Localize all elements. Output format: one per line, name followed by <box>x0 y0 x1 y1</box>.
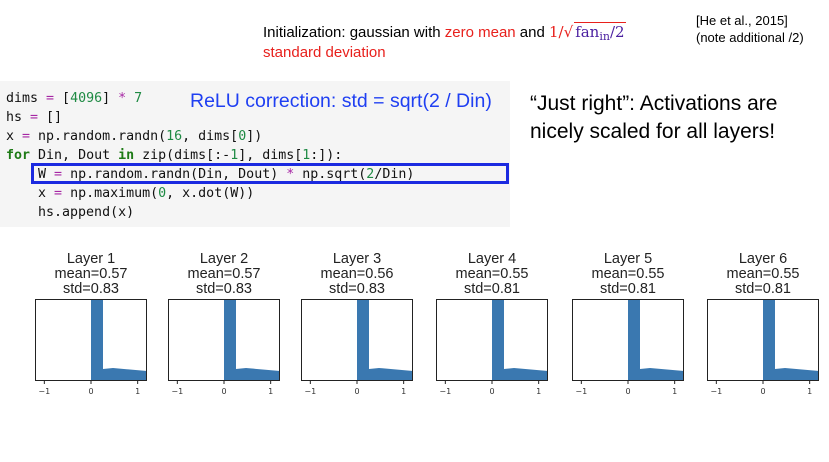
histogram-tail <box>775 368 819 381</box>
histogram-plot: −1 0 1 <box>301 299 413 396</box>
std-formula: 1/√ fanin/2 <box>549 22 626 43</box>
init-description: Initialization: gaussian with zero mean … <box>263 22 626 46</box>
layer-1-std: std=0.83 <box>62 281 120 297</box>
histogram-frame <box>436 299 548 381</box>
code-text: dims = [4096] * 7 hs = [] x = np.random.… <box>6 89 414 222</box>
x-tick-label: 0 <box>625 387 630 396</box>
histogram-spike-bar <box>628 299 640 381</box>
citation: [He et al., 2015] (note additional /2) <box>696 12 804 46</box>
histogram-spike-bar <box>492 299 504 381</box>
init-text-prefix: Initialization: gaussian with <box>263 24 445 41</box>
code-block: dims = [4096] * 7 hs = [] x = np.random.… <box>0 81 510 227</box>
histogram-layer-3: Layer 3 mean=0.56 std=0.83 −1 0 1 <box>301 251 413 396</box>
x-tick-label: 1 <box>807 387 812 396</box>
histogram-frame <box>572 299 684 381</box>
histogram-frame <box>168 299 280 381</box>
histogram-tail <box>640 368 684 381</box>
zero-mean-text: zero mean <box>444 24 516 41</box>
x-tick-label: 0 <box>88 387 93 396</box>
histogram-spike-bar <box>224 299 236 381</box>
highlight-box <box>31 163 509 184</box>
layer-2-std: std=0.83 <box>195 281 253 297</box>
x-tick-label: 0 <box>354 387 359 396</box>
layer-4-mean: mean=0.55 <box>455 266 529 282</box>
histogram-spike-bar <box>357 299 369 381</box>
x-tick-label: −1 <box>38 387 50 396</box>
code-line-3: x = np.random.randn(16, dims[0]) <box>6 129 263 144</box>
citation-note: (note additional /2) <box>696 30 804 45</box>
histogram-tail <box>369 368 413 381</box>
layer-3-std: std=0.83 <box>328 281 386 297</box>
formula-sub: in <box>599 30 610 43</box>
histogram-layer-4: Layer 4 mean=0.55 std=0.81 −1 0 1 <box>436 251 548 396</box>
histogram-frame <box>707 299 819 381</box>
formula-one: 1/ <box>549 23 564 41</box>
layer-3-title: Layer 3 <box>332 251 382 267</box>
histogram-layer-5: Layer 5 mean=0.55 std=0.81 −1 0 1 <box>572 251 684 396</box>
layer-5-std: std=0.81 <box>599 281 657 297</box>
histogram-tail <box>103 368 147 381</box>
formula-sqrt-symbol: √ <box>563 23 574 41</box>
layer-3-mean: mean=0.56 <box>320 266 394 282</box>
code-line-2: hs = [] <box>6 110 63 125</box>
x-tick-label: 0 <box>760 387 765 396</box>
layer-4-title: Layer 4 <box>467 251 517 267</box>
code-line-7: hs.append(x) <box>6 205 135 220</box>
histogram-spike-bar <box>763 299 775 381</box>
layer-6-std: std=0.81 <box>734 281 792 297</box>
x-tick-label: −1 <box>710 387 722 396</box>
x-tick-label: 0 <box>489 387 494 396</box>
histogram-layer-1: Layer 1 mean=0.57 std=0.83 −1 0 1 <box>35 251 147 396</box>
histogram-spike-bar <box>91 299 103 381</box>
histogram-tail <box>504 368 548 381</box>
x-tick-label: 1 <box>536 387 541 396</box>
x-tick-label: 1 <box>135 387 140 396</box>
histogram-plot: −1 0 1 <box>35 299 147 396</box>
layer-5-mean: mean=0.55 <box>591 266 665 282</box>
citation-ref: [He et al., 2015] <box>696 13 788 28</box>
layer-6-title: Layer 6 <box>738 251 788 267</box>
histogram-frame <box>35 299 147 381</box>
std-label: standard deviation <box>263 44 386 61</box>
layer-1-mean: mean=0.57 <box>54 266 128 282</box>
histogram-plot: −1 0 1 <box>707 299 819 396</box>
code-line-6: x = np.maximum(0, x.dot(W)) <box>6 186 255 201</box>
x-tick-label: −1 <box>439 387 451 396</box>
formula-divisor: /2 <box>609 23 625 41</box>
histogram-plot: −1 0 1 <box>168 299 280 396</box>
x-tick-label: 1 <box>401 387 406 396</box>
histogram-frame <box>301 299 413 381</box>
formula-sqrt-arg: fanin/2 <box>574 22 626 46</box>
x-tick-label: 0 <box>221 387 226 396</box>
code-line-1: dims = [4096] * 7 <box>6 91 143 106</box>
layer-5-title: Layer 5 <box>603 251 653 267</box>
code-line-5: W = np.random.randn(Din, Dout) * np.sqrt… <box>6 167 415 182</box>
layer-4-std: std=0.81 <box>463 281 521 297</box>
relu-correction-note: ReLU correction: std = sqrt(2 / Din) <box>190 90 492 112</box>
layer-2-mean: mean=0.57 <box>187 266 261 282</box>
histogram-layer-2: Layer 2 mean=0.57 std=0.83 −1 0 1 <box>168 251 280 396</box>
x-tick-label: −1 <box>304 387 316 396</box>
code-line-4: for Din, Dout in zip(dims[:-1], dims[1:]… <box>6 148 343 163</box>
histogram-plot: −1 0 1 <box>572 299 684 396</box>
layer-6-mean: mean=0.55 <box>726 266 800 282</box>
histogram-layer-6: Layer 6 mean=0.55 std=0.81 −1 0 1 <box>707 251 819 396</box>
x-tick-label: 1 <box>268 387 273 396</box>
layer-1-title: Layer 1 <box>66 251 116 267</box>
formula-fan: fan <box>575 23 600 41</box>
histogram-plot: −1 0 1 <box>436 299 548 396</box>
init-text-mid: and <box>515 24 550 41</box>
conclusion-text: “Just right”: Activations are nicely sca… <box>530 92 778 143</box>
x-tick-label: 1 <box>672 387 677 396</box>
layer-2-title: Layer 2 <box>199 251 249 267</box>
x-tick-label: −1 <box>575 387 587 396</box>
x-tick-label: −1 <box>171 387 183 396</box>
histogram-tail <box>236 368 280 381</box>
